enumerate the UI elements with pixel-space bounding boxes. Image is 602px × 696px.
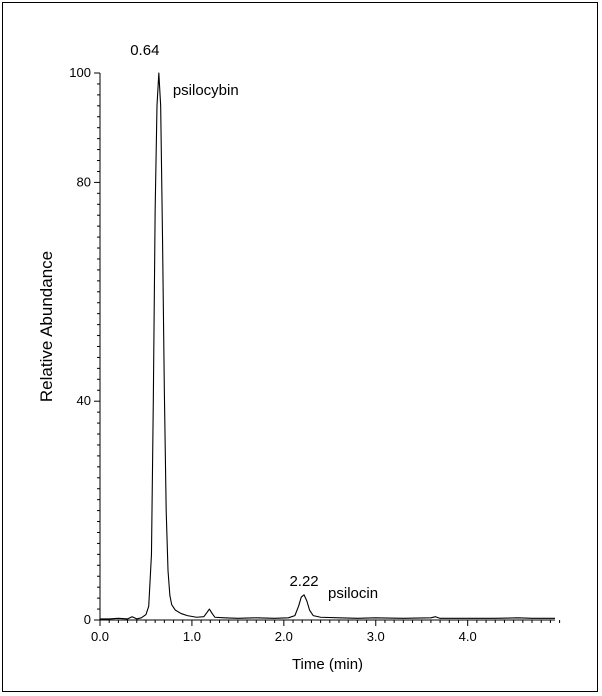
x-tick-label: 3.0 [367,629,385,644]
annotation-psilocybin-rt: 0.64 [130,42,159,59]
x-tick-label: 2.0 [275,629,293,644]
x-tick-label: 4.0 [459,629,477,644]
y-tick-label: 80 [77,174,91,189]
annotation-psilocin-name: psilocin [328,585,378,602]
y-tick-label: 40 [77,393,91,408]
y-tick-label: 100 [69,65,91,80]
annotation-psilocybin-name: psilocybin [173,82,239,99]
axes [99,73,555,621]
axis-ticks: 0 40 80 100 0.0 1.0 2.0 3.0 4.0 [69,65,561,644]
annotation-psilocin-rt: 2.22 [289,573,318,590]
series-line-0 [100,72,555,620]
x-tick-label: 0.0 [91,629,109,644]
y-tick-label: 0 [84,612,91,627]
annotations: 0.64 psilocybin 2.22 psilocin [130,42,378,602]
x-tick-label: 1.0 [183,629,201,644]
x-axis-label: Time (min) [292,656,363,673]
series-layer [100,72,555,620]
y-axis-label: Relative Abundance [37,251,56,402]
